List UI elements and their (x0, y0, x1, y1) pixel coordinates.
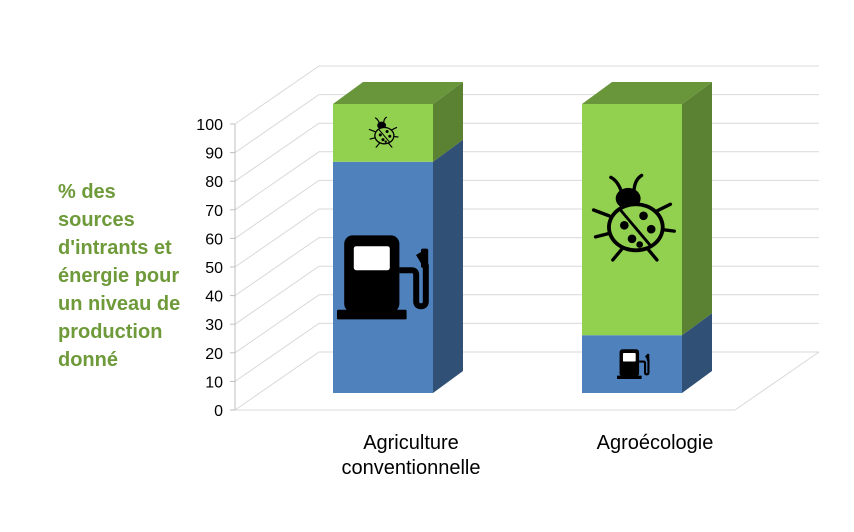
gridline (234, 351, 819, 411)
bar-side (433, 82, 463, 162)
y-tick-label: 80 (205, 174, 223, 191)
y-axis-label-line: sources (58, 209, 135, 231)
bar-segment (582, 82, 712, 336)
y-tick-label: 40 (205, 289, 223, 306)
y-axis-label-line: un niveau de (58, 293, 181, 315)
bar-segment (333, 139, 463, 393)
category-label: Agroécologie (597, 432, 714, 454)
y-axis-label: % des sources d'intrants et énergie pour… (58, 178, 198, 374)
bar-side (682, 313, 712, 393)
y-axis-label-line: % des (58, 181, 116, 203)
gridline (234, 65, 819, 125)
floor-edge (235, 351, 820, 411)
y-axis-label-line: donné (58, 349, 118, 371)
y-tick-label: 30 (205, 317, 223, 334)
category-label: conventionnelle (342, 457, 481, 479)
y-tick-label: 0 (214, 403, 223, 420)
bar-segment (582, 313, 712, 393)
y-tick-label: 50 (205, 260, 223, 277)
y-axis-label-line: production (58, 321, 163, 343)
bar-side (682, 82, 712, 336)
y-tick-label: 70 (205, 203, 223, 220)
bar-top (582, 82, 712, 104)
category-label: Agriculture (363, 432, 459, 454)
y-tick-label: 20 (205, 346, 223, 363)
y-axis-label-line: d'intrants et (58, 237, 172, 259)
y-tick-label: 10 (205, 374, 223, 391)
bar-segment (333, 82, 463, 162)
y-tick-label: 100 (196, 117, 223, 134)
y-axis-label-line: énergie pour (58, 265, 180, 287)
bar-side (433, 139, 463, 393)
y-tick-label: 60 (205, 231, 223, 248)
bar-top (333, 82, 463, 104)
y-tick-label: 90 (205, 146, 223, 163)
